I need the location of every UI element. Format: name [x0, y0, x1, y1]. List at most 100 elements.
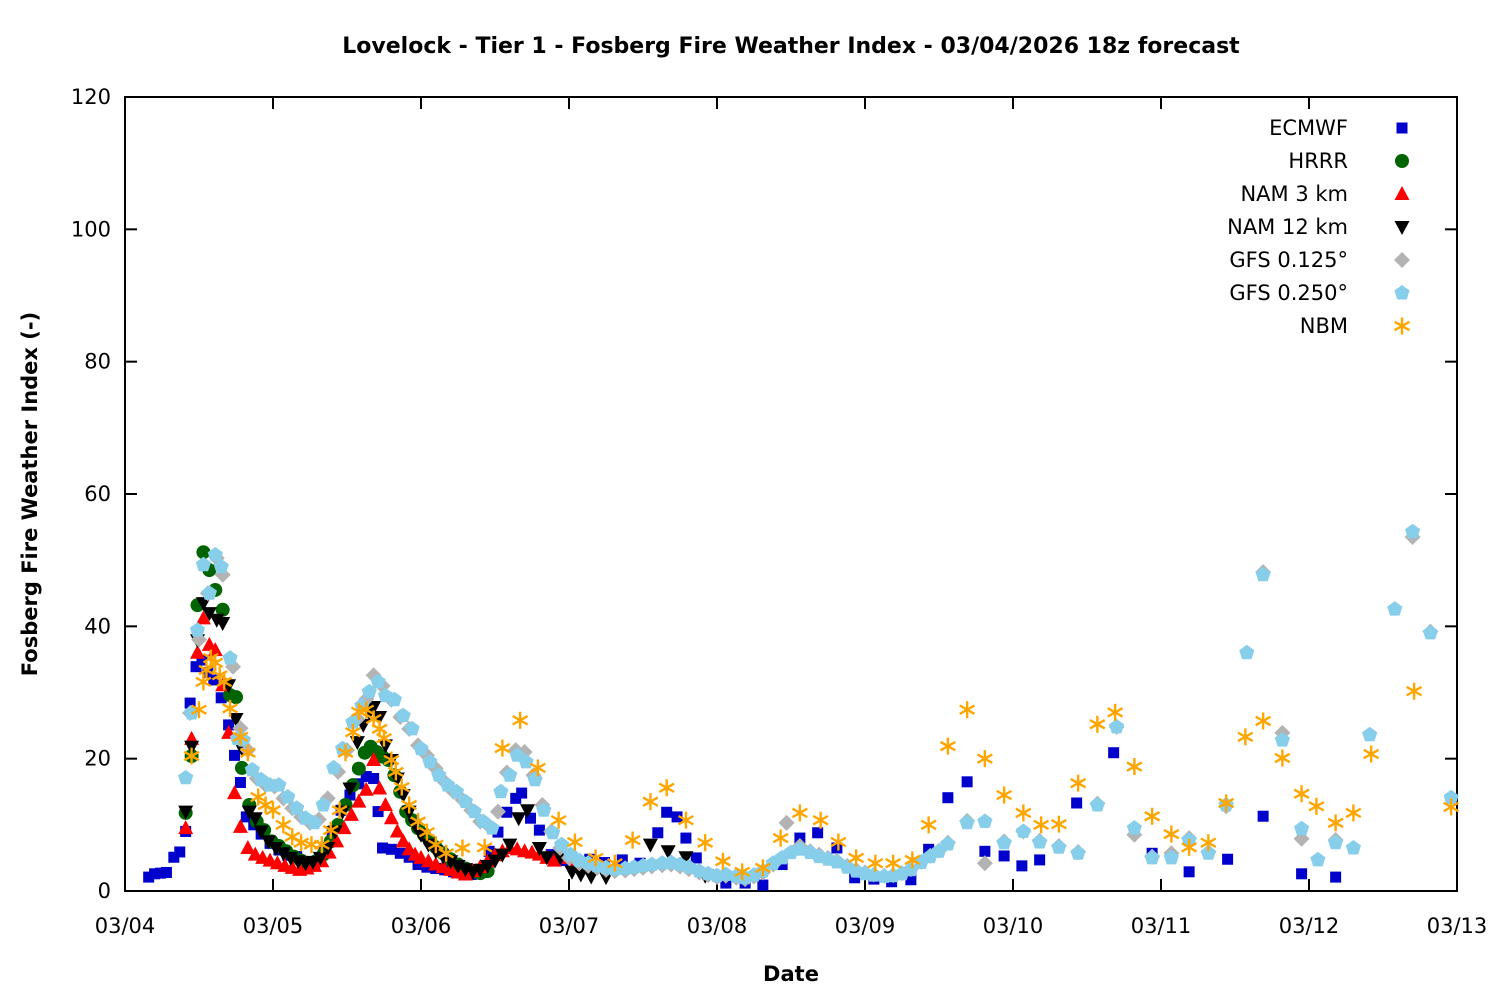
point-gfs-0-125 — [778, 814, 795, 831]
point-nam-12-km — [305, 855, 321, 870]
point-nam-12-km — [520, 804, 536, 819]
point-nbm — [1070, 774, 1087, 792]
x-tick-label: 03/06 — [391, 914, 452, 938]
point-gfs-0-250 — [1405, 523, 1421, 539]
point-hrrr — [196, 545, 211, 560]
point-nam-12-km — [531, 841, 547, 856]
point-nbm — [772, 829, 789, 847]
point-nbm — [791, 804, 808, 822]
point-nbm — [265, 801, 281, 819]
point-ecmwf — [690, 852, 702, 864]
point-nam-12-km — [253, 825, 269, 840]
point-gfs-0-250 — [866, 867, 882, 882]
point-ecmwf — [1034, 854, 1046, 866]
point-nbm — [1126, 758, 1143, 776]
point-gfs-0-250 — [554, 836, 570, 852]
point-gfs-0-250 — [466, 803, 482, 819]
point-ecmwf — [661, 806, 673, 818]
point-nbm — [216, 673, 233, 691]
point-ecmwf — [961, 776, 973, 788]
point-gfs-0-250 — [1051, 839, 1067, 854]
point-gfs-0-250 — [178, 769, 194, 785]
point-nam-3-km — [358, 781, 374, 796]
point-nbm — [642, 793, 659, 811]
point-nbm — [550, 811, 567, 829]
point-nbm — [959, 701, 976, 719]
point-gfs-0-250 — [903, 861, 919, 877]
point-nbm — [1144, 807, 1161, 825]
point-nbm — [1443, 798, 1460, 816]
point-gfs-0-250 — [345, 714, 361, 729]
point-nam-3-km — [178, 820, 194, 835]
point-gfs-0-250 — [1200, 845, 1216, 860]
point-nbm — [454, 839, 471, 857]
y-tick-label: 20 — [84, 747, 111, 771]
point-nam-12-km — [201, 607, 217, 622]
point-ecmwf — [168, 851, 180, 863]
point-nam-12-km — [215, 617, 231, 632]
point-ecmwf — [190, 661, 202, 673]
point-nbm — [904, 851, 921, 869]
point-nam-12-km — [261, 835, 277, 850]
legend-marker-gfs-0-250 — [1394, 285, 1410, 300]
y-tick-label: 40 — [84, 614, 111, 638]
point-nbm — [250, 788, 267, 806]
point-ecmwf — [776, 859, 788, 871]
point-nbm — [410, 813, 427, 831]
point-nbm — [1050, 815, 1067, 833]
x-axis-title: Date — [763, 962, 819, 986]
y-tick-label: 120 — [71, 85, 111, 109]
point-ecmwf — [905, 874, 917, 886]
x-tick-label: 03/12 — [1279, 914, 1340, 938]
point-nam-3-km — [395, 833, 411, 848]
point-nbm — [393, 778, 410, 796]
x-tick-label: 03/11 — [1131, 914, 1192, 938]
point-nbm — [322, 821, 339, 839]
point-gfs-0-250 — [395, 707, 411, 723]
point-nbm — [293, 834, 310, 852]
point-ecmwf — [368, 773, 380, 785]
point-gfs-0-250 — [1109, 718, 1125, 734]
point-gfs-0-250 — [1032, 834, 1048, 849]
point-gfs-0-250 — [1294, 820, 1310, 836]
point-nbm — [191, 701, 207, 719]
point-nbm — [677, 811, 694, 829]
point-gfs-0-250 — [1255, 566, 1271, 582]
point-gfs-0-250 — [1328, 834, 1344, 850]
point-nbm — [939, 737, 956, 755]
chart-title: Lovelock - Tier 1 - Fosberg Fire Weather… — [342, 34, 1240, 59]
point-nbm — [183, 747, 200, 765]
point-nbm — [198, 661, 215, 679]
point-nbm — [1181, 838, 1198, 856]
x-tick-label: 03/05 — [243, 914, 304, 938]
point-nbm — [529, 759, 546, 777]
point-ecmwf — [680, 832, 692, 844]
point-nbm — [830, 833, 847, 851]
point-gfs-0-250 — [448, 783, 465, 799]
legend-label-hrrr: HRRR — [1288, 149, 1348, 173]
point-nbm — [337, 744, 354, 762]
point-nbm — [1218, 794, 1235, 812]
point-nbm — [1363, 745, 1380, 763]
point-nam-12-km — [178, 805, 194, 820]
point-ecmwf — [394, 847, 406, 859]
point-ecmwf — [652, 827, 664, 839]
point-nam-12-km — [660, 845, 676, 860]
point-ecmwf — [234, 776, 246, 788]
point-nbm — [1089, 715, 1106, 733]
point-gfs-0-250 — [1443, 789, 1459, 805]
point-nbm — [1327, 814, 1344, 832]
point-ecmwf — [360, 771, 372, 783]
point-gfs-0-250 — [959, 814, 975, 830]
point-nbm — [344, 723, 361, 741]
point-gfs-0-250 — [244, 761, 260, 777]
point-gfs-0-250 — [484, 820, 500, 835]
point-nbm — [754, 859, 771, 877]
point-gfs-0-250 — [289, 800, 305, 815]
point-nam-3-km — [372, 780, 388, 795]
point-ecmwf — [492, 826, 504, 838]
point-ecmwf — [184, 697, 196, 709]
point-ecmwf — [174, 846, 186, 858]
point-ecmwf — [403, 851, 415, 863]
